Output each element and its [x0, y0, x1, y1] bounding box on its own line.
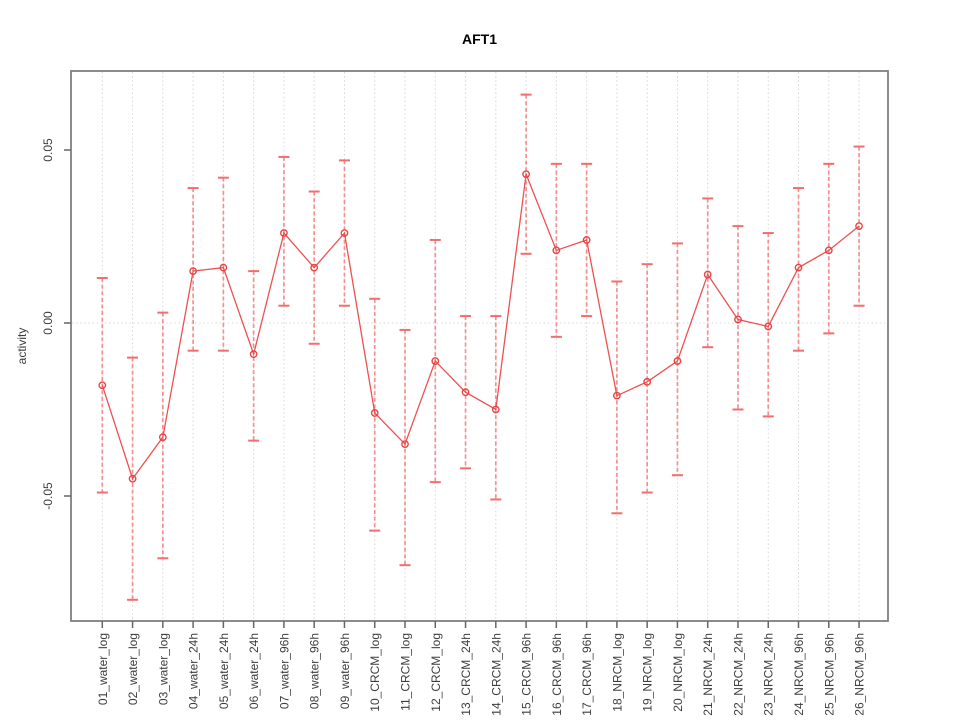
- data-point-marker: [98, 381, 107, 390]
- x-tick-label: 18_NRCM_log: [610, 633, 624, 712]
- x-tick-label: 05_water_24h: [217, 633, 231, 709]
- x-tick-label: 22_NRCM_24h: [731, 633, 745, 716]
- x-tick-label: 01_water_log: [96, 633, 110, 705]
- x-tick-label: 04_water_24h: [187, 633, 201, 709]
- x-tick-label: 20_NRCM_log: [671, 633, 685, 712]
- x-tick-label: 10_CRCM_log: [368, 633, 382, 712]
- data-point-marker: [764, 322, 773, 331]
- data-point-marker: [280, 229, 288, 237]
- data-point-marker: [158, 433, 167, 442]
- x-tick-label: 24_NRCM_96h: [792, 633, 806, 716]
- data-point-marker: [401, 440, 409, 448]
- x-tick-label: 19_NRCM_log: [641, 633, 655, 712]
- data-point-marker: [310, 263, 319, 272]
- x-tick-label: 14_CRCM_24h: [489, 633, 503, 716]
- x-tick-label: 26_NRCM_96h: [853, 633, 867, 716]
- data-point-marker: [491, 405, 500, 414]
- x-tick-label: 16_CRCM_96h: [550, 633, 564, 716]
- data-point-marker: [249, 350, 258, 359]
- data-point-marker: [824, 246, 833, 255]
- x-tick-label: 17_CRCM_96h: [580, 633, 594, 716]
- data-point-marker: [582, 236, 591, 244]
- data-point-marker: [673, 357, 682, 365]
- x-tick-label: 03_water_log: [156, 633, 170, 705]
- x-tick-label: 09_water_96h: [338, 633, 352, 709]
- x-tick-label: 25_NRCM_96h: [822, 633, 836, 716]
- data-point-marker: [734, 315, 742, 324]
- data-point-marker: [703, 270, 712, 279]
- data-point-marker: [794, 263, 803, 272]
- plot-border: [70, 70, 889, 622]
- data-point-marker: [189, 267, 198, 275]
- x-tick-label: 07_water_96h: [277, 633, 291, 709]
- x-tick-label: 06_water_24h: [247, 633, 261, 709]
- data-point-marker: [461, 388, 470, 397]
- x-tick-label: 12_CRCM_log: [429, 633, 443, 712]
- data-point-marker: [370, 409, 379, 417]
- x-tick-label: 02_water_log: [126, 633, 140, 705]
- data-point-marker: [855, 222, 863, 231]
- chart-title: AFT1: [462, 31, 497, 47]
- x-tick-label: 13_CRCM_24h: [459, 633, 473, 716]
- data-point-marker: [340, 229, 349, 237]
- data-point-marker: [552, 246, 561, 255]
- x-tick-label: 08_water_96h: [308, 633, 322, 709]
- y-tick-label: -0.05: [41, 482, 55, 510]
- x-tick-label: 23_NRCM_24h: [762, 633, 776, 716]
- data-point-marker: [522, 170, 530, 179]
- y-tick-label: 0.05: [41, 138, 55, 162]
- x-tick-label: 15_CRCM_96h: [520, 633, 534, 716]
- x-tick-label: 21_NRCM_24h: [701, 633, 715, 716]
- y-tick-label: 0.00: [41, 311, 55, 335]
- data-point-marker: [431, 357, 440, 365]
- data-point-marker: [219, 263, 228, 272]
- data-point-marker: [612, 391, 621, 400]
- x-tick-label: 11_CRCM_log: [399, 633, 413, 711]
- data-point-marker: [128, 474, 137, 483]
- data-point-marker: [643, 377, 652, 386]
- data-series-line: [101, 171, 860, 481]
